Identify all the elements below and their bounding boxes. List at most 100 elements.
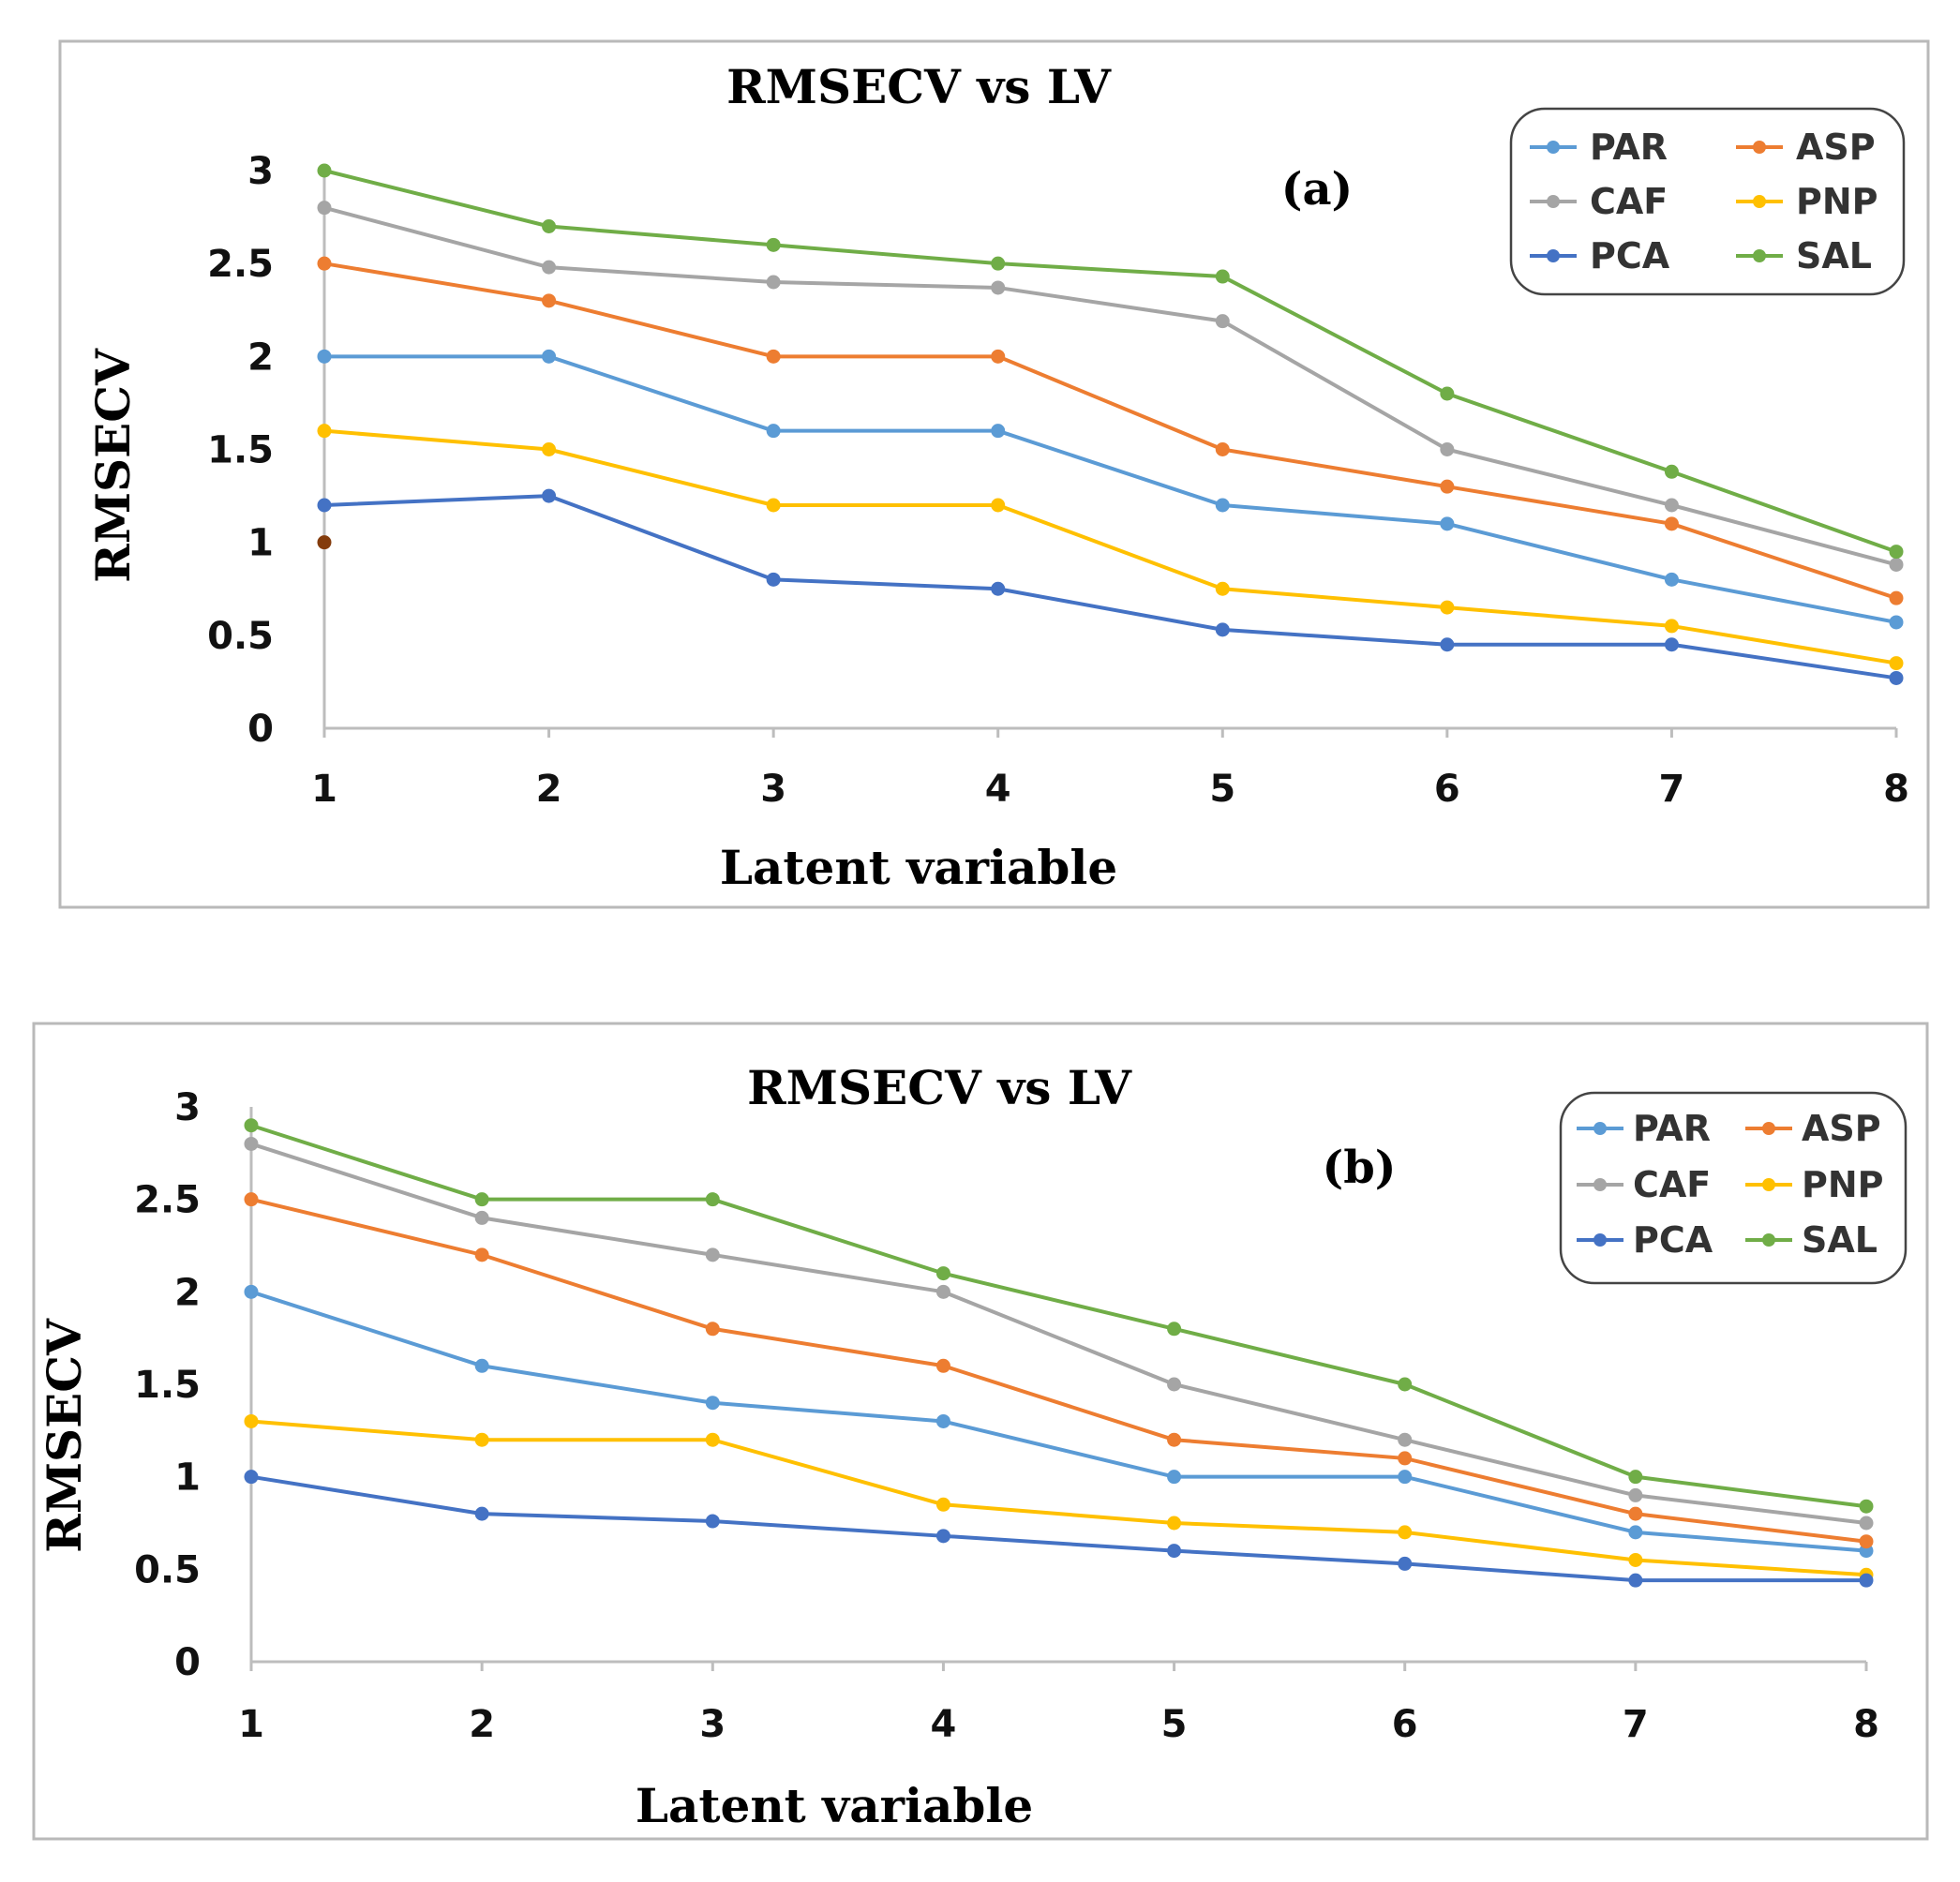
point-caf — [991, 280, 1006, 295]
x-tick-label: 5 — [1161, 1703, 1188, 1746]
point-caf — [766, 275, 781, 290]
point-par — [1167, 1470, 1182, 1485]
series-line-par — [322, 354, 1898, 624]
series-line-pca — [249, 1474, 1868, 1583]
y-tick-label: 0.5 — [207, 615, 274, 658]
series-line-asp — [249, 1197, 1868, 1544]
series-line-caf — [249, 1142, 1868, 1525]
point-asp — [1664, 516, 1679, 531]
point-caf — [1167, 1377, 1182, 1392]
y-axis-title-a: RMSECV — [85, 348, 141, 583]
legend-box-a — [1509, 107, 1906, 296]
point-pnp — [1398, 1525, 1413, 1540]
point-pnp — [1440, 600, 1455, 615]
point-sal — [1215, 269, 1230, 284]
point-sal — [542, 219, 557, 233]
legend-swatch-marker-par — [1593, 1122, 1607, 1135]
legend-swatch-marker-sal — [1753, 249, 1766, 262]
x-tick-label: 8 — [1883, 768, 1909, 811]
point-asp — [1889, 590, 1904, 605]
point-pca — [1664, 637, 1679, 652]
y-tick-label: 3 — [174, 1086, 201, 1129]
point-sal — [991, 256, 1006, 271]
point-pnp — [1628, 1552, 1643, 1567]
point-pnp — [244, 1413, 259, 1428]
point-pca — [705, 1514, 720, 1529]
point-pca — [1889, 670, 1904, 685]
point-pca — [474, 1506, 489, 1521]
y-tick-label: 2.5 — [134, 1179, 201, 1222]
point-caf — [705, 1247, 720, 1262]
point-sal — [1167, 1322, 1182, 1337]
point-caf — [474, 1210, 489, 1225]
legend-swatch-marker-asp — [1753, 141, 1766, 154]
point-sal — [244, 1118, 259, 1133]
point-par — [1215, 498, 1230, 513]
legend-label-par: PAR — [1590, 127, 1668, 168]
y-tick-label: 0 — [174, 1641, 201, 1684]
point-par — [244, 1284, 259, 1299]
legend-label-pnp: PNP — [1796, 181, 1878, 222]
series-line-caf — [322, 205, 1898, 567]
legend-label-sal: SAL — [1796, 235, 1872, 276]
x-axis-title-b: Latent variable — [636, 1778, 1033, 1833]
series-line-par — [249, 1290, 1868, 1553]
point-pnp — [1889, 656, 1904, 671]
point-pnp — [705, 1432, 720, 1447]
x-tick-label: 6 — [1392, 1703, 1418, 1746]
series-line-sal — [322, 169, 1898, 554]
point-pnp — [766, 498, 781, 513]
point-pnp — [991, 498, 1006, 513]
y-tick-label: 2 — [174, 1271, 201, 1314]
legend-swatch-marker-pca — [1547, 249, 1560, 262]
y-tick-label: 1 — [247, 522, 274, 565]
plot-area-b — [244, 1118, 1874, 1588]
legend-label-caf: CAF — [1590, 181, 1668, 222]
panel-label-b: (b) — [1323, 1142, 1397, 1194]
legend-swatch-marker-caf — [1593, 1178, 1607, 1191]
y-tick-label: 2 — [247, 336, 274, 379]
point-pca — [1440, 637, 1455, 652]
x-tick-label: 1 — [311, 768, 337, 811]
point-sal — [1889, 545, 1904, 560]
legend-label-pca: PCA — [1633, 1219, 1713, 1261]
point-par — [766, 424, 781, 439]
point-asp — [542, 293, 557, 308]
x-tick-label: 7 — [1623, 1703, 1649, 1746]
point-par — [474, 1358, 489, 1373]
point-asp — [1440, 479, 1455, 494]
point-caf — [1859, 1516, 1874, 1531]
x-tick-label: 1 — [238, 1703, 264, 1746]
point-caf — [935, 1284, 950, 1299]
legend-swatch-marker-pnp — [1753, 195, 1766, 208]
point-pnp — [542, 442, 557, 456]
point-pca — [542, 488, 557, 503]
point-par — [1440, 516, 1455, 531]
plot-area-a — [317, 163, 1904, 685]
x-tick-label: 3 — [699, 1703, 726, 1746]
point-sal — [766, 237, 781, 252]
x-tick-label: 2 — [536, 768, 562, 811]
point-caf — [1440, 442, 1455, 456]
point-sal — [705, 1192, 720, 1207]
series-line-pnp — [249, 1419, 1868, 1577]
point-par — [317, 349, 332, 364]
point-par — [1628, 1525, 1643, 1540]
point-sal — [474, 1192, 489, 1207]
point-asp — [991, 349, 1006, 364]
point-sal — [935, 1266, 950, 1281]
point-pca — [935, 1529, 950, 1544]
legend-box-b — [1559, 1091, 1908, 1285]
legend-swatch-marker-caf — [1547, 195, 1560, 208]
x-tick-label: 4 — [985, 768, 1011, 811]
ticks-a: 0 0.5 1 1.5 2 2.5 3 1 2 3 4 5 6 7 8 — [207, 150, 1909, 811]
y-axis-title-b: RMSECV — [37, 1318, 92, 1553]
point-par — [705, 1396, 720, 1411]
point-pca — [1859, 1573, 1874, 1588]
legend-label-caf: CAF — [1633, 1164, 1711, 1205]
series-line-asp — [322, 261, 1898, 601]
y-tick-label: 1 — [174, 1456, 201, 1500]
y-tick-label: 0 — [247, 708, 274, 751]
point-caf — [1398, 1432, 1413, 1447]
